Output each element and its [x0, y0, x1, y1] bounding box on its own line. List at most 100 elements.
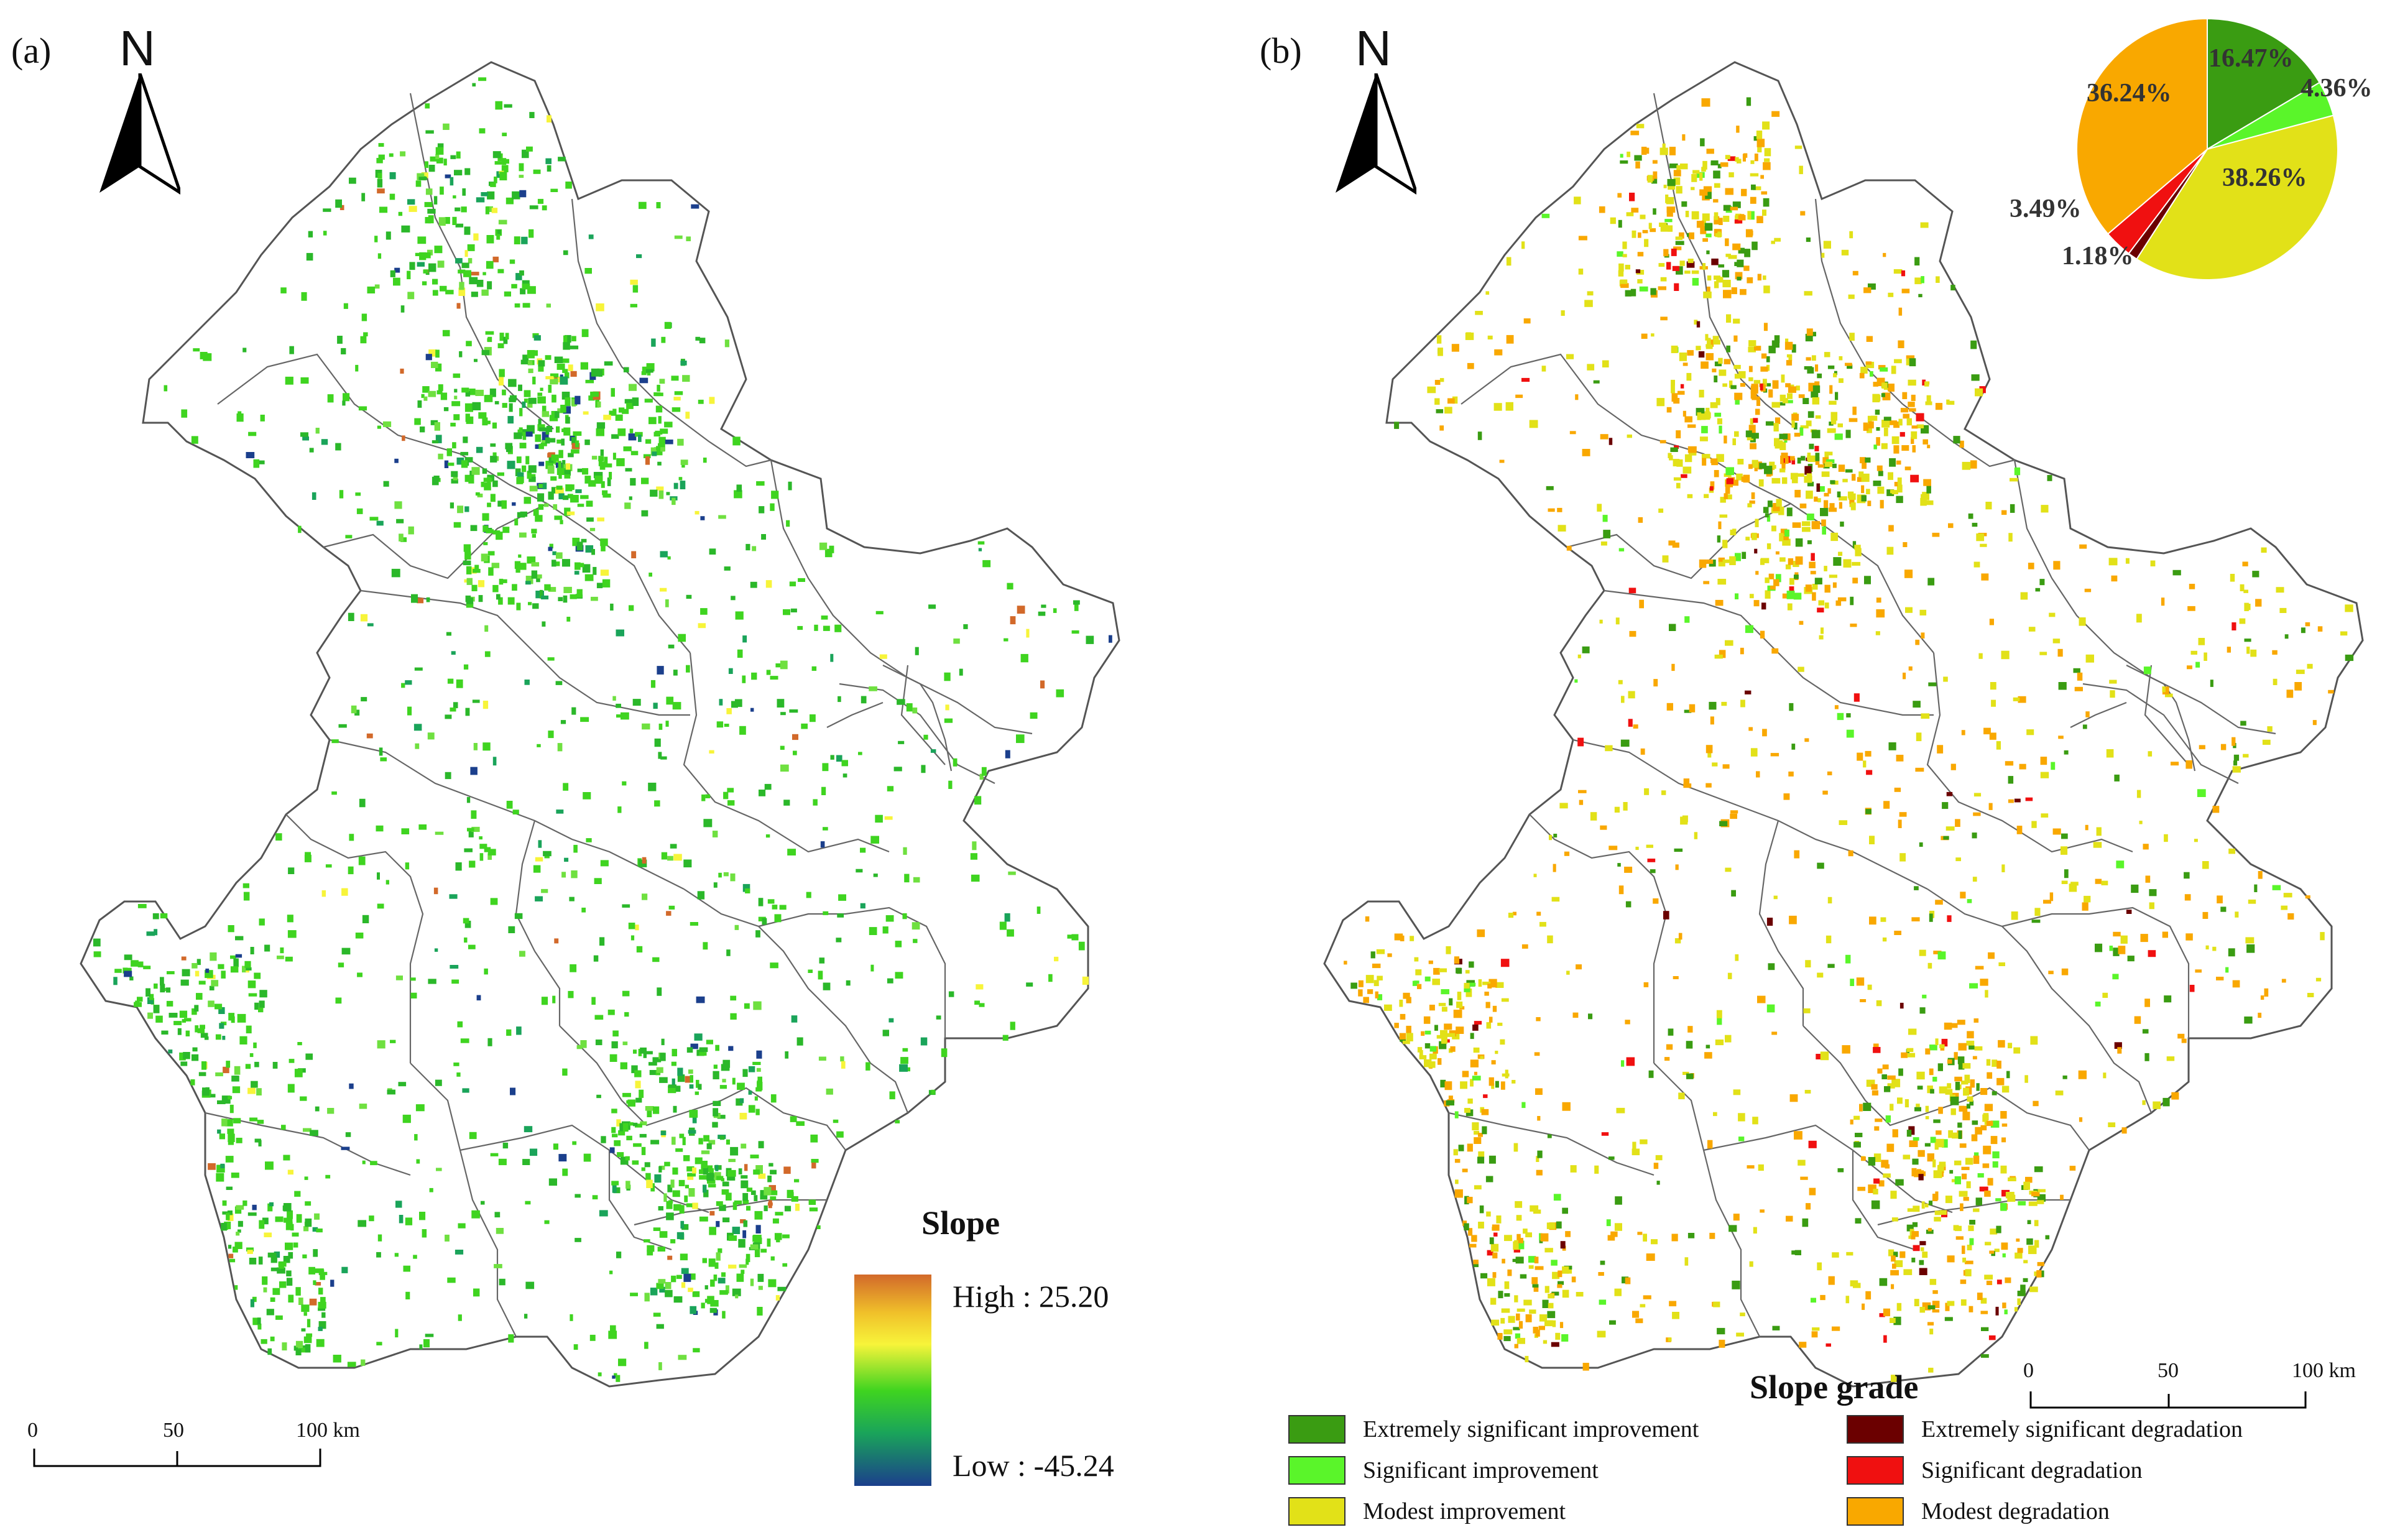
map-pixel [1959, 1105, 1965, 1112]
map-pixel [1745, 229, 1753, 237]
map-pixel [358, 1220, 367, 1227]
map-pixel [1719, 650, 1726, 658]
map-pixel [768, 1185, 776, 1192]
map-pixel [1771, 648, 1779, 654]
map-pixel [1889, 458, 1896, 467]
map-pixel [1600, 434, 1608, 440]
map-pixel [2240, 584, 2245, 591]
map-pixel [710, 1300, 719, 1307]
map-pixel [288, 1294, 294, 1303]
map-pixel [524, 680, 530, 685]
map-pixel [1754, 548, 1758, 554]
map-pixel [1973, 1208, 1980, 1212]
map-pixel [1914, 1107, 1921, 1112]
map-pixel [1809, 561, 1816, 568]
legend-label: Significant improvement [1363, 1457, 1599, 1483]
map-pixel [840, 1056, 844, 1062]
map-pixel [462, 188, 466, 196]
map-pixel [471, 292, 478, 297]
map-pixel [484, 395, 493, 402]
map-pixel [1896, 460, 1901, 465]
map-pixel [1933, 1119, 1941, 1123]
map-pixel [363, 332, 368, 336]
map-pixel [572, 537, 580, 546]
map-pixel [1038, 611, 1046, 616]
map-pixel [1504, 1281, 1510, 1289]
map-pixel [770, 1094, 777, 1103]
map-pixel [1454, 1111, 1459, 1118]
map-pixel [1811, 553, 1815, 561]
map-pixel [225, 1156, 234, 1163]
map-pixel [1394, 422, 1400, 429]
map-pixel [1474, 1137, 1482, 1144]
map-pixel [1747, 277, 1753, 284]
map-pixel [599, 1210, 608, 1217]
map-pixel [408, 526, 414, 535]
map-pixel [1073, 600, 1080, 605]
map-pixel [2244, 1017, 2253, 1024]
map-pixel [1618, 219, 1622, 228]
map-pixel [418, 177, 427, 180]
map-pixel [1957, 1122, 1962, 1128]
map-pixel [544, 584, 551, 591]
map-pixel [1659, 147, 1668, 155]
map-pixel [703, 942, 708, 950]
map-pixel [377, 173, 382, 179]
map-pixel [1892, 1129, 1898, 1138]
map-pixel [635, 1097, 642, 1103]
map-pixel [1464, 982, 1470, 989]
map-pixel [1725, 494, 1732, 500]
map-pixel [376, 1342, 382, 1345]
map-pixel [1673, 976, 1679, 979]
map-pixel [230, 955, 236, 959]
map-pixel [818, 1056, 826, 1061]
map-pixel [1723, 216, 1730, 222]
map-pixel [679, 1133, 685, 1138]
map-pixel [1446, 946, 1451, 954]
map-pixel [435, 831, 444, 835]
map-pixel [229, 1104, 234, 1114]
map-pixel [1966, 1040, 1975, 1046]
map-pixel [626, 403, 634, 409]
map-pixel [2118, 946, 2126, 954]
map-pixel [357, 972, 362, 977]
map-pixel [570, 964, 577, 972]
map-pixel [1516, 1215, 1522, 1221]
map-pixel [1992, 1091, 1997, 1095]
map-pixel [283, 1155, 290, 1161]
map-pixel [1671, 385, 1675, 394]
map-pixel [2212, 946, 2217, 951]
map-pixel [1887, 1075, 1896, 1080]
map-pixel [756, 1067, 761, 1072]
map-pixel [1053, 608, 1057, 613]
map-pixel [1957, 1020, 1965, 1025]
map-pixel [676, 1232, 685, 1240]
map-pixel [756, 481, 765, 486]
map-pixel [492, 256, 499, 262]
map-pixel [2005, 1277, 2011, 1283]
map-pixel [455, 1250, 464, 1255]
map-pixel [1625, 901, 1632, 908]
map-pixel [270, 1267, 279, 1271]
map-pixel [192, 963, 198, 969]
map-pixel [1901, 288, 1910, 293]
map-pixel [482, 525, 489, 532]
map-pixel [1456, 1001, 1463, 1008]
map-pixel [2187, 606, 2195, 611]
map-pixel [424, 161, 428, 168]
map-pixel [2246, 944, 2255, 953]
map-pixel [1734, 262, 1738, 266]
map-pixel [622, 904, 630, 908]
map-pixel [2011, 911, 2018, 920]
map-pixel [1835, 392, 1839, 400]
map-pixel [1865, 1291, 1872, 1300]
map-pixel [1572, 1012, 1579, 1018]
map-pixel [228, 1133, 235, 1142]
map-pixel [1937, 1063, 1943, 1071]
map-pixel [1927, 1153, 1934, 1162]
map-pixel [1666, 703, 1673, 711]
map-pixel [505, 197, 514, 205]
map-pixel [739, 1098, 744, 1104]
map-pixel [1709, 486, 1714, 491]
map-pixel [666, 1201, 673, 1209]
